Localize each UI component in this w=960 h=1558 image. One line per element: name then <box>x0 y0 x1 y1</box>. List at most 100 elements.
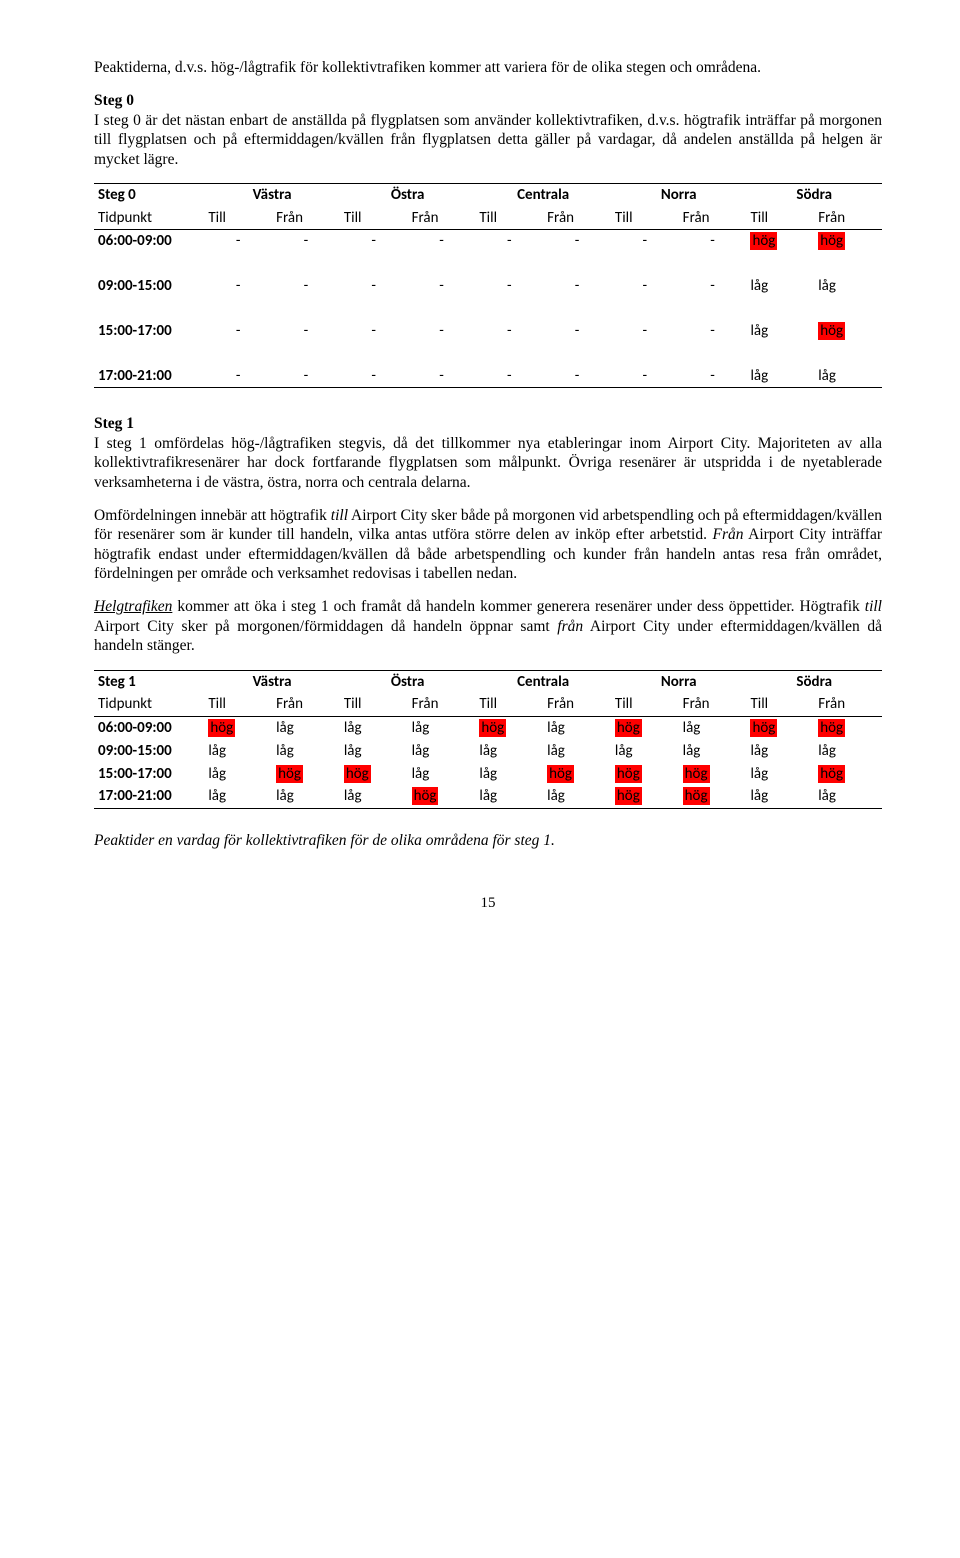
value-cell: låg <box>204 785 272 808</box>
value-cell: låg <box>746 785 814 808</box>
value-cell: låg <box>746 320 814 343</box>
col-till: Till <box>475 207 543 230</box>
time-cell: 06:00-09:00 <box>94 717 204 740</box>
value-cell: hög <box>408 785 476 808</box>
value-cell: - <box>679 320 747 343</box>
value-cell: hög <box>611 717 679 740</box>
value-cell: hög <box>814 717 882 740</box>
value-cell: låg <box>475 740 543 763</box>
col-fran: Från <box>679 693 747 716</box>
steg0-heading: Steg 0 <box>94 92 134 109</box>
value-cell: - <box>408 320 476 343</box>
region-header: Norra <box>611 183 747 206</box>
value-cell: - <box>340 275 408 298</box>
value-cell: - <box>679 275 747 298</box>
col-fran: Från <box>272 693 340 716</box>
col-fran: Från <box>408 693 476 716</box>
region-header: Västra <box>204 670 340 693</box>
value-cell: hög <box>814 320 882 343</box>
region-header: Södra <box>746 670 882 693</box>
value-cell: låg <box>272 785 340 808</box>
region-header: Centrala <box>475 183 611 206</box>
steg1-p1: I steg 1 omfördelas hög-/lågtrafiken ste… <box>94 435 882 491</box>
value-cell: låg <box>679 740 747 763</box>
time-cell: 17:00-21:00 <box>94 785 204 808</box>
steg0-body: I steg 0 är det nästan enbart de anställ… <box>94 112 882 168</box>
time-cell: 09:00-15:00 <box>94 275 204 298</box>
col-fran: Från <box>408 207 476 230</box>
region-header: Centrala <box>475 670 611 693</box>
value-cell: hög <box>679 785 747 808</box>
col-fran: Från <box>272 207 340 230</box>
col-till: Till <box>611 693 679 716</box>
region-header: Östra <box>340 183 476 206</box>
value-cell: låg <box>272 717 340 740</box>
value-cell: låg <box>611 740 679 763</box>
value-cell: hög <box>611 763 679 786</box>
value-cell: låg <box>679 717 747 740</box>
table-steg0: Steg 0VästraÖstraCentralaNorraSödraTidpu… <box>94 183 882 389</box>
time-cell: 06:00-09:00 <box>94 230 204 253</box>
col-till: Till <box>746 207 814 230</box>
value-cell: - <box>611 365 679 388</box>
value-cell: - <box>408 365 476 388</box>
region-header: Östra <box>340 670 476 693</box>
value-cell: låg <box>814 785 882 808</box>
value-cell: - <box>272 230 340 253</box>
value-cell: - <box>611 230 679 253</box>
value-cell: - <box>204 230 272 253</box>
tidpunkt-header: Tidpunkt <box>94 693 204 716</box>
steg1-p3: Helgtrafiken kommer att öka i steg 1 och… <box>94 597 882 655</box>
value-cell: låg <box>814 275 882 298</box>
value-cell: - <box>272 365 340 388</box>
value-cell: - <box>543 320 611 343</box>
value-cell: - <box>679 230 747 253</box>
col-till: Till <box>475 693 543 716</box>
value-cell: hög <box>543 763 611 786</box>
value-cell: låg <box>272 740 340 763</box>
col-till: Till <box>204 207 272 230</box>
col-till: Till <box>204 693 272 716</box>
value-cell: låg <box>475 785 543 808</box>
steg1-p2: Omfördelningen innebär att högtrafik til… <box>94 506 882 584</box>
value-cell: låg <box>204 740 272 763</box>
value-cell: - <box>340 230 408 253</box>
value-cell: låg <box>814 365 882 388</box>
value-cell: låg <box>746 740 814 763</box>
region-header: Norra <box>611 670 747 693</box>
value-cell: låg <box>408 740 476 763</box>
value-cell: hög <box>340 763 408 786</box>
value-cell: låg <box>340 717 408 740</box>
col-fran: Från <box>814 693 882 716</box>
value-cell: - <box>204 320 272 343</box>
value-cell: hög <box>679 763 747 786</box>
value-cell: låg <box>746 365 814 388</box>
value-cell: - <box>408 275 476 298</box>
col-fran: Från <box>543 693 611 716</box>
value-cell: hög <box>814 230 882 253</box>
value-cell: - <box>475 320 543 343</box>
col-till: Till <box>611 207 679 230</box>
value-cell: - <box>475 230 543 253</box>
value-cell: låg <box>340 740 408 763</box>
steg0-heading-block: Steg 0 I steg 0 är det nästan enbart de … <box>94 91 882 169</box>
value-cell: hög <box>814 763 882 786</box>
steg1-heading: Steg 1 <box>94 415 134 432</box>
value-cell: låg <box>543 785 611 808</box>
value-cell: låg <box>408 717 476 740</box>
value-cell: - <box>543 230 611 253</box>
steg1-heading-block: Steg 1 I steg 1 omfördelas hög-/lågtrafi… <box>94 414 882 492</box>
time-cell: 09:00-15:00 <box>94 740 204 763</box>
value-cell: låg <box>340 785 408 808</box>
value-cell: hög <box>611 785 679 808</box>
time-cell: 17:00-21:00 <box>94 365 204 388</box>
value-cell: låg <box>746 275 814 298</box>
time-cell: 15:00-17:00 <box>94 763 204 786</box>
value-cell: hög <box>204 717 272 740</box>
value-cell: - <box>340 365 408 388</box>
value-cell: - <box>475 365 543 388</box>
value-cell: - <box>340 320 408 343</box>
time-cell: 15:00-17:00 <box>94 320 204 343</box>
value-cell: - <box>679 365 747 388</box>
value-cell: låg <box>475 763 543 786</box>
